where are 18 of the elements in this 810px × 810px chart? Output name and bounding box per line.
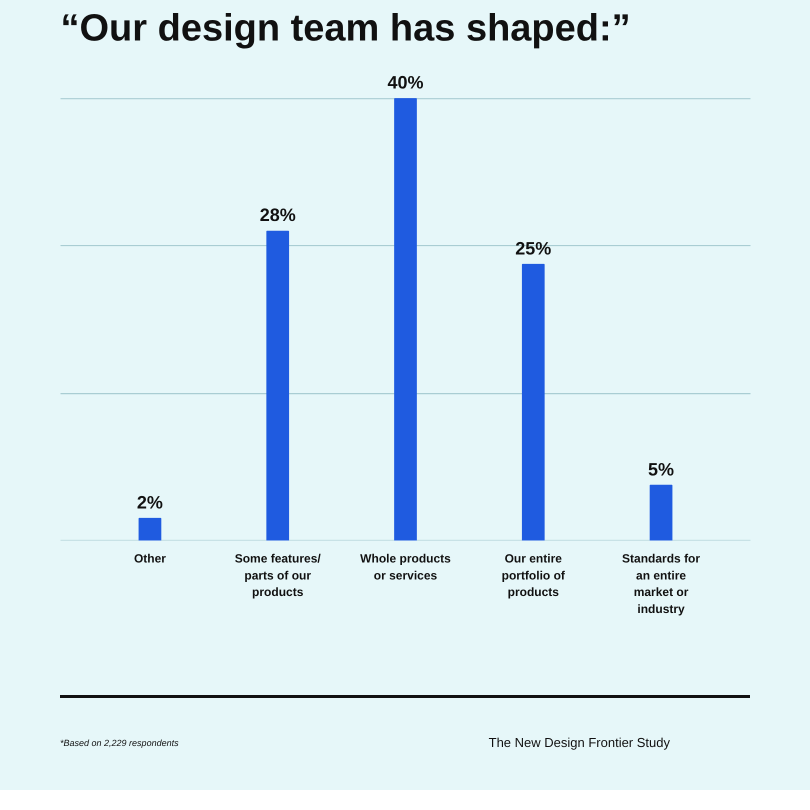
x-tick-label: Whole products or services	[360, 552, 452, 582]
data-label: 25%	[515, 238, 552, 258]
text: *Based on 2,229 respondents	[60, 738, 179, 748]
bar	[394, 98, 417, 540]
text: The New Design Frontier Study	[488, 734, 670, 752]
data-label: 28%	[260, 205, 296, 226]
chart-title: “Our design team has shaped:”	[60, 8, 631, 50]
bar	[650, 484, 672, 540]
x-tick-label: Our entire portfolio of products	[502, 552, 566, 600]
bar	[522, 264, 545, 540]
x-tick-label: Standards for an entire market or industry	[622, 552, 700, 616]
x-tick-label: Other	[134, 552, 166, 566]
x-tick-label: Some features/ parts of our products	[234, 552, 322, 600]
bar	[138, 518, 162, 540]
bar	[266, 230, 290, 540]
data-label: 5%	[648, 459, 674, 480]
data-label: 40%	[387, 72, 424, 93]
data-label: 2%	[136, 492, 163, 512]
